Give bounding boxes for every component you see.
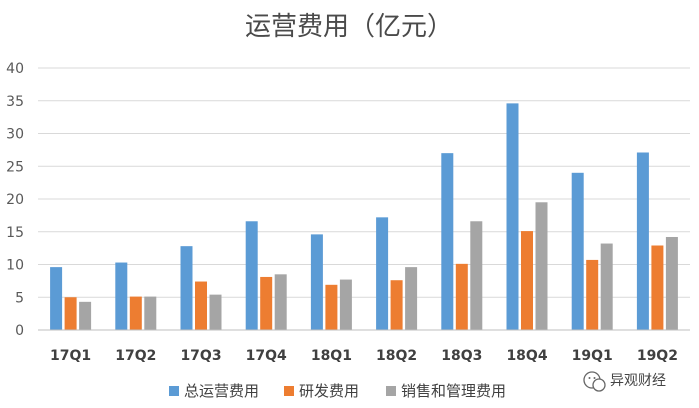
bar-19Q2-series-0 bbox=[636, 152, 649, 330]
bar-17Q2-series-1 bbox=[129, 296, 142, 330]
bar-17Q1-series-0 bbox=[50, 267, 63, 330]
legend-label: 研发费用 bbox=[299, 382, 359, 400]
x-tick-label: 17Q2 bbox=[115, 348, 156, 364]
legend-swatch bbox=[386, 386, 396, 396]
x-tick-label: 19Q2 bbox=[637, 348, 678, 364]
wechat-icon bbox=[583, 371, 606, 392]
bar-17Q3-series-1 bbox=[195, 281, 207, 330]
bar-18Q3-series-1 bbox=[455, 263, 468, 330]
bar-17Q2-series-2 bbox=[144, 296, 157, 330]
bar-17Q4-series-2 bbox=[274, 274, 287, 330]
bar-18Q2-series-0 bbox=[376, 217, 389, 330]
x-tick-label: 18Q1 bbox=[311, 348, 352, 364]
watermark: 异观财经 bbox=[583, 371, 666, 392]
bar-18Q4-series-2 bbox=[535, 202, 548, 330]
legend-swatch bbox=[284, 386, 294, 396]
legend-swatch bbox=[169, 386, 179, 396]
bar-17Q3-series-2 bbox=[209, 294, 222, 330]
bar-17Q1-series-1 bbox=[64, 297, 77, 330]
bar-19Q1-series-2 bbox=[600, 243, 613, 330]
bar-17Q4-series-0 bbox=[245, 221, 258, 330]
bar-17Q2-series-0 bbox=[115, 262, 128, 330]
bar-18Q3-series-0 bbox=[441, 153, 454, 330]
bar-18Q1-series-1 bbox=[325, 284, 338, 330]
bar-19Q1-series-0 bbox=[571, 172, 584, 330]
x-tick-label: 17Q1 bbox=[50, 348, 91, 364]
y-tick-label: 40 bbox=[6, 61, 24, 77]
bar-18Q1-series-0 bbox=[310, 234, 323, 330]
bar-19Q2-series-2 bbox=[665, 236, 678, 330]
x-tick-label: 17Q4 bbox=[246, 348, 287, 364]
y-tick-label: 5 bbox=[15, 290, 24, 306]
y-tick-label: 10 bbox=[6, 258, 24, 274]
x-tick-label: 18Q2 bbox=[376, 348, 417, 364]
x-tick-label: 17Q3 bbox=[180, 348, 221, 364]
bar-19Q1-series-1 bbox=[586, 259, 599, 330]
bar-17Q3-series-0 bbox=[180, 246, 193, 330]
legend-label: 销售和管理费用 bbox=[401, 382, 506, 400]
y-axis: 0 5 10 15 20 25 30 35 40 bbox=[6, 61, 24, 339]
bar-18Q4-series-1 bbox=[521, 231, 533, 330]
bar-18Q4-series-0 bbox=[506, 103, 519, 331]
y-tick-label: 20 bbox=[6, 192, 24, 208]
legend-label: 总运营费用 bbox=[184, 382, 259, 400]
bar-18Q3-series-2 bbox=[470, 221, 483, 330]
y-tick-label: 15 bbox=[6, 225, 24, 241]
bar-19Q2-series-1 bbox=[651, 245, 664, 330]
chart-title: 运营费用（亿元） bbox=[245, 12, 453, 42]
bar-17Q4-series-1 bbox=[260, 276, 273, 330]
y-tick-label: 30 bbox=[6, 127, 24, 143]
bar-18Q2-series-1 bbox=[390, 280, 403, 330]
y-tick-label: 0 bbox=[15, 323, 24, 339]
x-tick-label: 19Q1 bbox=[572, 348, 613, 364]
bar-18Q2-series-2 bbox=[405, 267, 418, 330]
x-axis: 17Q1 17Q2 17Q3 17Q4 18Q1 18Q2 18Q3 18Q4 19Q1 19Q2 bbox=[50, 348, 678, 364]
bar-17Q1-series-2 bbox=[79, 301, 92, 330]
legend: 总运营费用 研发费用 销售和管理费用 bbox=[169, 382, 506, 400]
gridlines bbox=[38, 67, 690, 298]
x-tick-label: 18Q3 bbox=[441, 348, 482, 364]
bar-18Q1-series-2 bbox=[339, 279, 352, 330]
y-tick-label: 25 bbox=[6, 159, 24, 175]
x-tick-label: 18Q4 bbox=[506, 348, 547, 364]
watermark-text: 异观财经 bbox=[610, 373, 666, 389]
y-tick-label: 35 bbox=[6, 94, 24, 110]
bars bbox=[50, 103, 678, 331]
